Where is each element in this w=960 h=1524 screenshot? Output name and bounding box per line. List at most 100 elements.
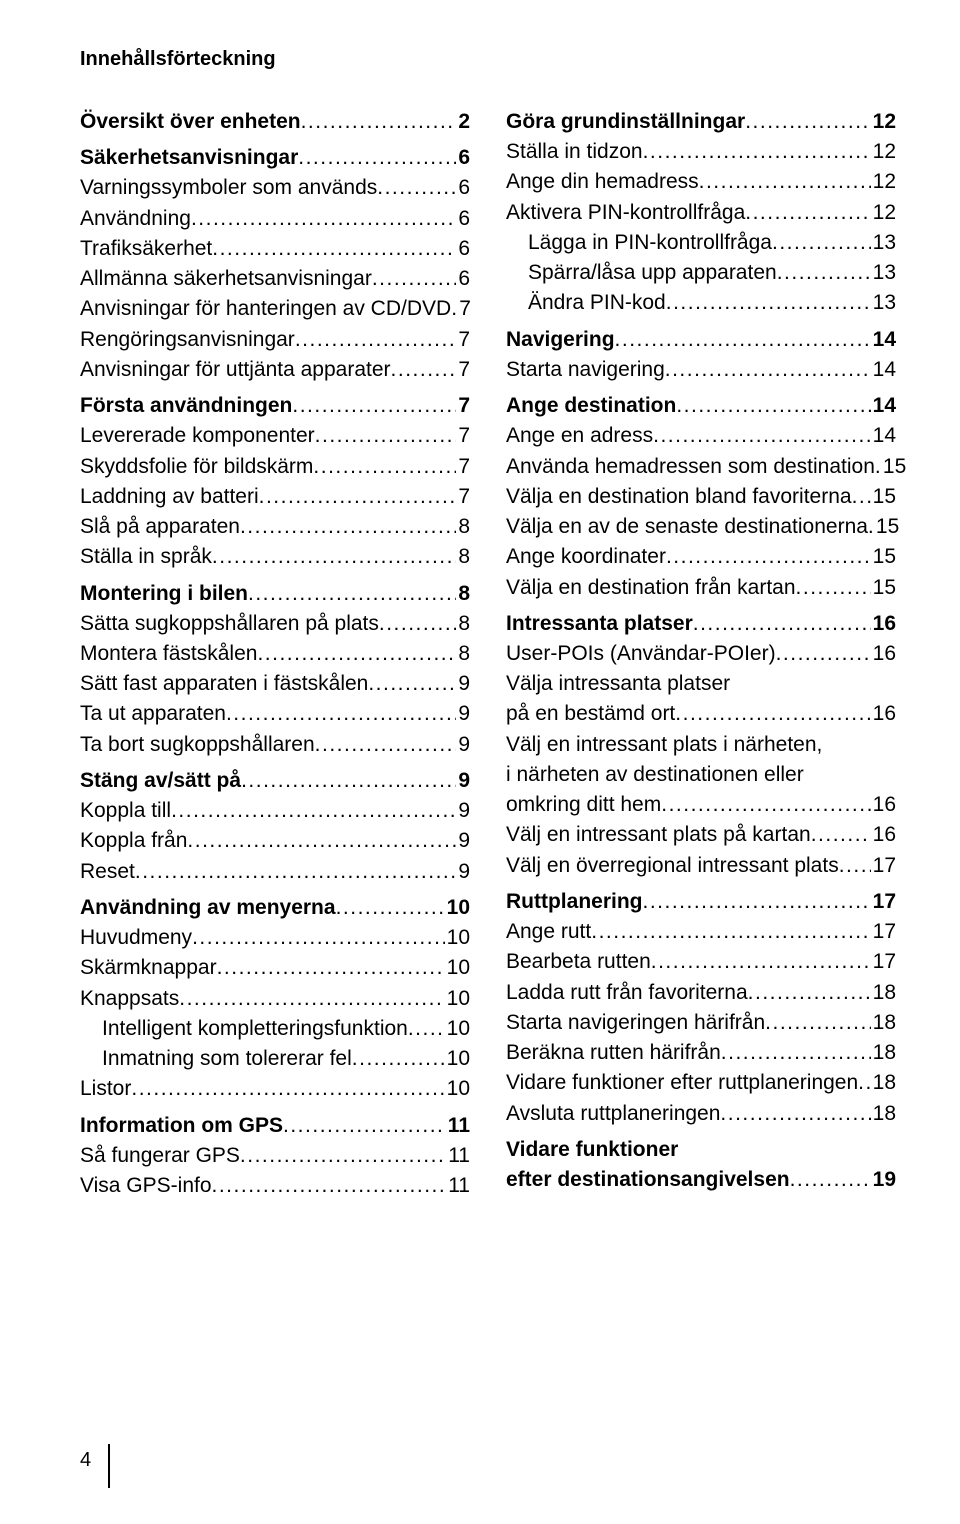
toc-leader <box>187 826 456 856</box>
toc-label: Så fungerar GPS <box>80 1141 240 1171</box>
toc-label: Intelligent kompletteringsfunktion <box>102 1014 408 1044</box>
toc-entry: Levererade komponenter7 <box>80 421 470 451</box>
toc-entry: Ange en adress14 <box>506 421 896 451</box>
toc-label: Välj en intressant plats i närheten, <box>506 730 896 760</box>
toc-page: 16 <box>871 639 896 669</box>
toc-leader <box>283 1111 446 1141</box>
toc-page: 10 <box>445 984 470 1014</box>
toc-label: Starta navigeringen härifrån <box>506 1008 765 1038</box>
toc-page: 7 <box>456 391 470 421</box>
toc-page: 15 <box>871 542 896 572</box>
toc-entry: Göra grundinställningar12 <box>506 107 896 137</box>
toc-leader <box>259 482 457 512</box>
toc-entry: Rengöringsanvisningar7 <box>80 325 470 355</box>
toc-leader <box>651 947 871 977</box>
toc-page: 13 <box>871 258 896 288</box>
toc-label: Intressanta platser <box>506 609 693 639</box>
toc-page: 16 <box>871 699 896 729</box>
toc-leader <box>408 1014 445 1044</box>
toc-page: 10 <box>445 1044 470 1074</box>
toc-label: Bearbeta rutten <box>506 947 651 977</box>
toc-leader <box>790 1165 871 1195</box>
toc-entry: Ladda rutt från favoriterna18 <box>506 978 896 1008</box>
toc-page: 15 <box>871 482 896 512</box>
toc-label: Listor <box>80 1074 131 1104</box>
toc-label: Ange koordinater <box>506 542 666 572</box>
toc-label: Ange rutt <box>506 917 591 947</box>
toc-entry: Vidare funktionerefter destinationsangiv… <box>506 1135 896 1195</box>
toc-entry: Ta ut apparaten 9 <box>80 699 470 729</box>
toc-label: Ta ut apparaten <box>80 699 226 729</box>
toc-page: 18 <box>871 1099 896 1129</box>
toc-page: 15 <box>871 573 896 603</box>
toc-label: Avsluta ruttplaneringen <box>506 1099 720 1129</box>
toc-label: Information om GPS <box>80 1111 283 1141</box>
toc-leader <box>212 1171 447 1201</box>
toc-leader <box>776 639 871 669</box>
toc-label: Allmänna säkerhetsanvisningar <box>80 264 372 294</box>
toc-entry: Skyddsfolie för bildskärm7 <box>80 452 470 482</box>
toc-entry: Välj en intressant plats i närheten,i nä… <box>506 730 896 821</box>
toc-leader <box>191 204 456 234</box>
toc-leader <box>179 984 444 1014</box>
toc-label: Användning <box>80 204 191 234</box>
toc-leader <box>777 258 871 288</box>
toc-entry: Sätt fast apparaten i fästskålen9 <box>80 669 470 699</box>
toc-entry: Första användningen 7 <box>80 391 470 421</box>
toc-leader <box>721 1038 871 1068</box>
toc-columns: Översikt över enheten2Säkerhetsanvisning… <box>80 107 896 1201</box>
toc-entry: Reset9 <box>80 857 470 887</box>
toc-entry: Montera fästskålen8 <box>80 639 470 669</box>
toc-leader <box>212 542 456 572</box>
toc-label: Vidare funktioner efter ruttplaneringen <box>506 1068 858 1098</box>
toc-leader <box>131 1074 444 1104</box>
toc-page: 17 <box>871 851 896 881</box>
toc-label: Användning av menyerna <box>80 893 336 923</box>
toc-label: efter destinationsangivelsen <box>506 1165 790 1195</box>
toc-page: 18 <box>871 978 896 1008</box>
toc-page: 7 <box>456 355 470 385</box>
toc-entry: Montering i bilen8 <box>80 579 470 609</box>
toc-page: 9 <box>456 766 470 796</box>
toc-page: 14 <box>871 325 896 355</box>
toc-label: Anvisningar för hanteringen av CD/DVD <box>80 294 451 324</box>
toc-page: 16 <box>871 609 896 639</box>
toc-leader <box>292 391 456 421</box>
toc-leader <box>643 887 871 917</box>
toc-page: 2 <box>456 107 470 137</box>
toc-entry: Intressanta platser 16 <box>506 609 896 639</box>
toc-leader <box>192 923 445 953</box>
toc-label: Ändra PIN-kod <box>528 288 666 318</box>
toc-label: Levererade komponenter <box>80 421 315 451</box>
toc-label: Spärra/låsa upp apparaten <box>528 258 777 288</box>
toc-page: 9 <box>456 699 470 729</box>
toc-entry: Inmatning som tolererar fel10 <box>80 1044 470 1074</box>
toc-label: Anvisningar för uttjänta apparater <box>80 355 391 385</box>
toc-entry: Ställa in tidzon12 <box>506 137 896 167</box>
toc-label: Ta bort sugkoppshållaren <box>80 730 315 760</box>
toc-page: 8 <box>456 542 470 572</box>
toc-leader <box>301 107 457 137</box>
toc-leader <box>693 609 871 639</box>
toc-entry: Koppla från9 <box>80 826 470 856</box>
toc-leader <box>765 1008 870 1038</box>
toc-label: Trafiksäkerhet <box>80 234 212 264</box>
toc-page: 10 <box>445 953 470 983</box>
toc-label: Första användningen <box>80 391 292 421</box>
toc-entry: Ställa in språk8 <box>80 542 470 572</box>
toc-entry: Säkerhetsanvisningar6 <box>80 143 470 173</box>
toc-page: 18 <box>871 1068 896 1098</box>
toc-page: 7 <box>456 325 470 355</box>
toc-leader <box>368 669 456 699</box>
toc-label: Göra grundinställningar <box>506 107 745 137</box>
toc-label: omkring ditt hem <box>506 790 661 820</box>
toc-page: 12 <box>871 137 896 167</box>
toc-label: Aktivera PIN-kontrollfråga <box>506 198 745 228</box>
toc-page: 16 <box>871 820 896 850</box>
toc-label: Huvudmeny <box>80 923 192 953</box>
toc-left-column: Översikt över enheten2Säkerhetsanvisning… <box>80 107 470 1201</box>
toc-leader <box>315 730 457 760</box>
toc-label: i närheten av destinationen eller <box>506 760 896 790</box>
toc-leader <box>666 542 871 572</box>
toc-leader <box>240 1141 446 1171</box>
